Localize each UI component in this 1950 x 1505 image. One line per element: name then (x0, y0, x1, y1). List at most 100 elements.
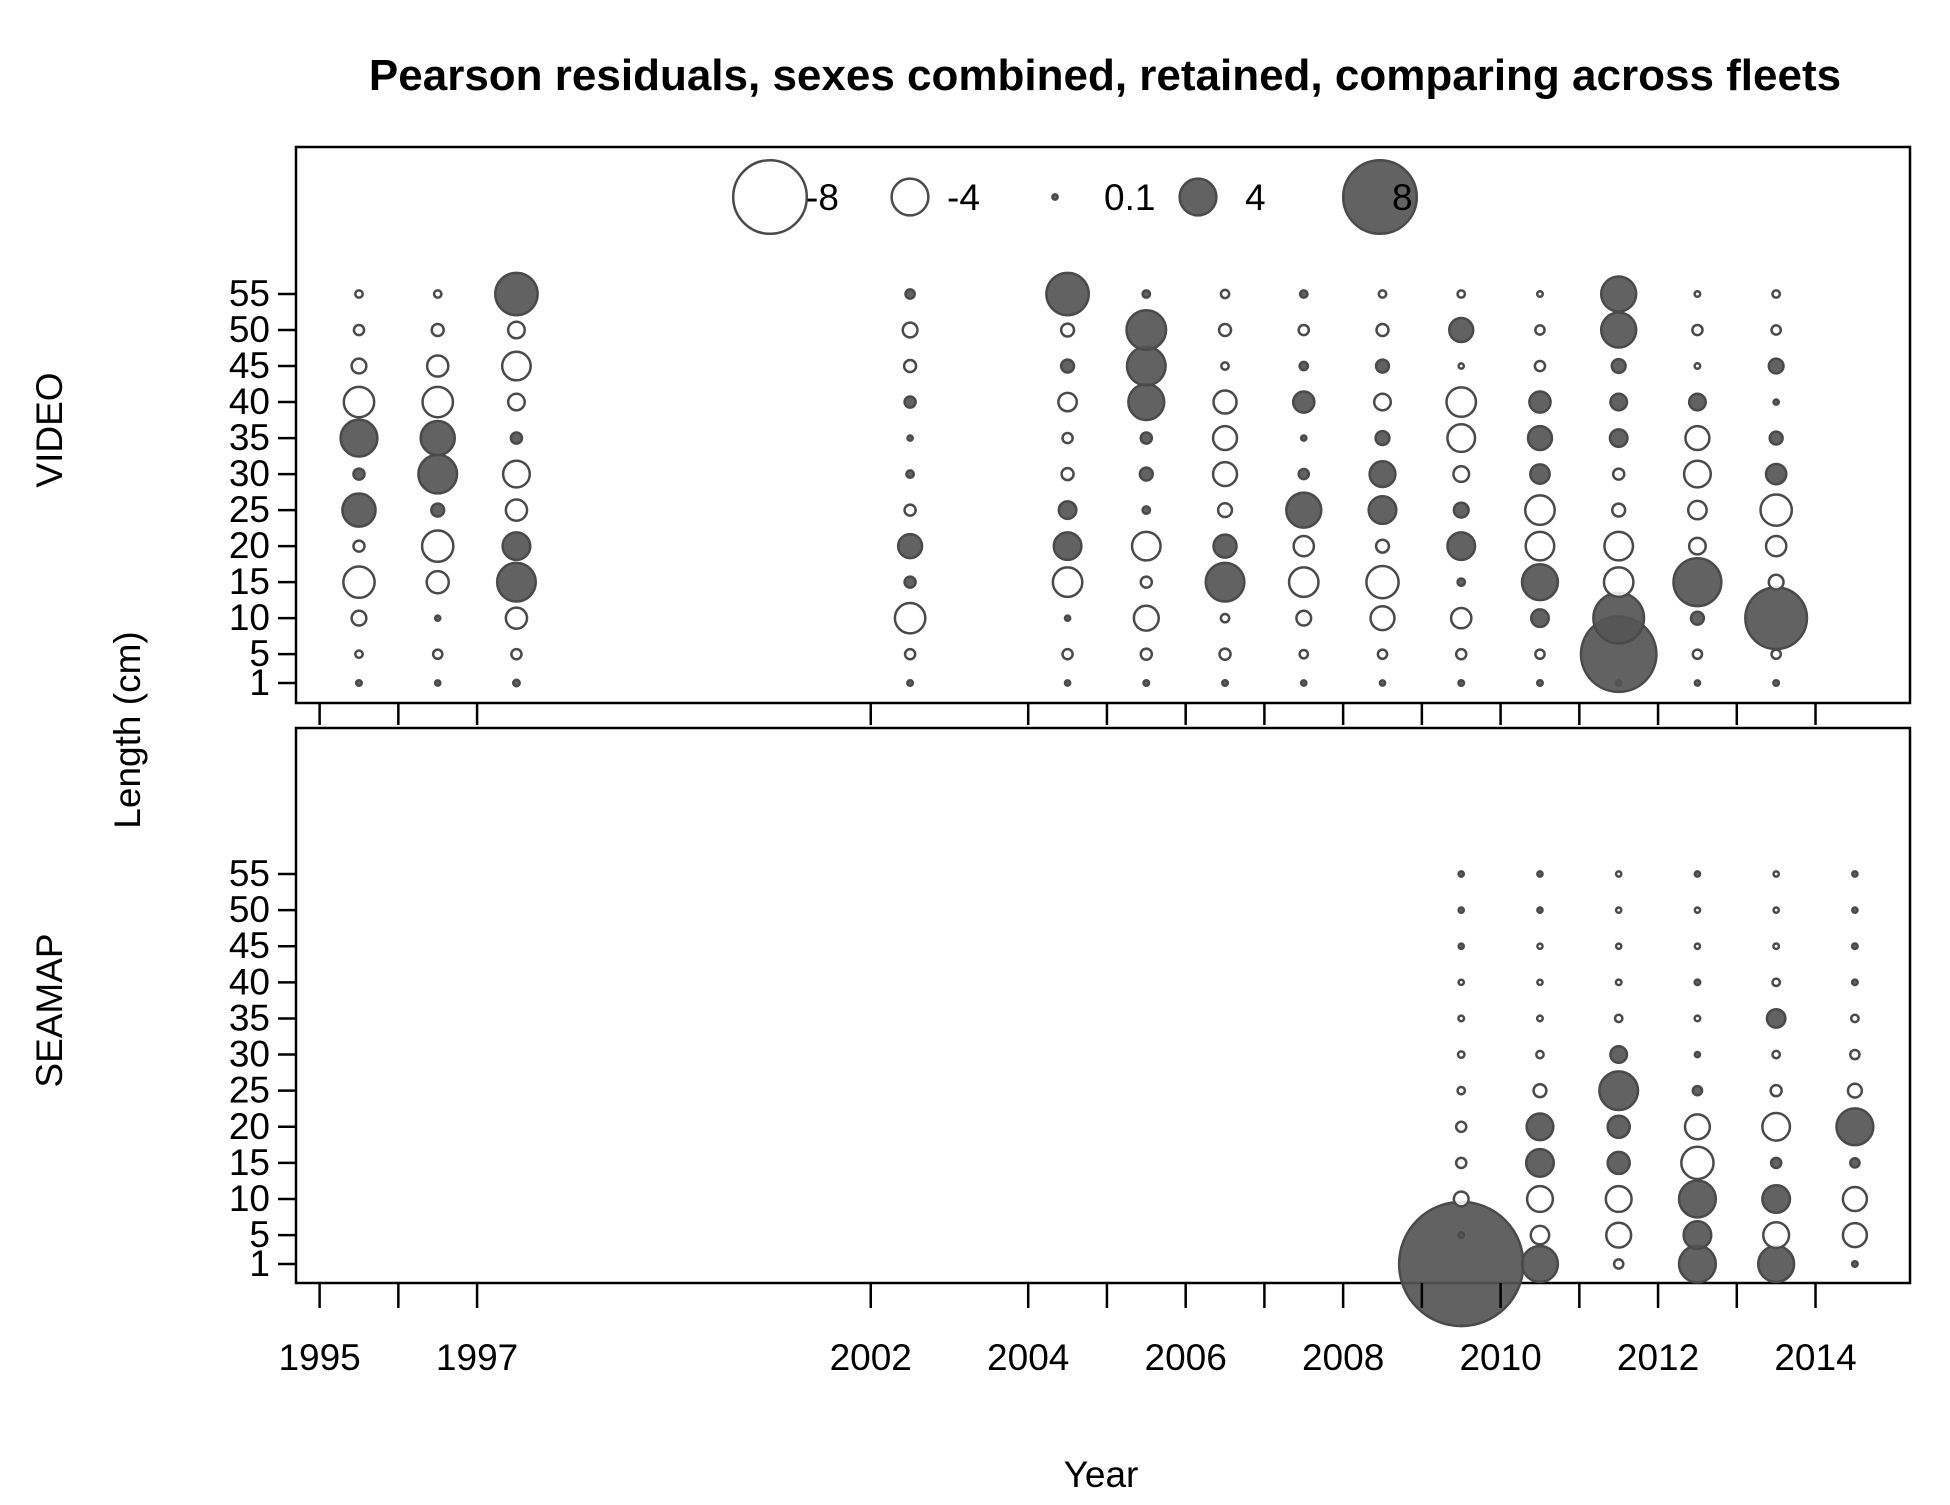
y-tick-label: 15 (229, 561, 270, 602)
bubble-point (1756, 1244, 1796, 1284)
y-tick-label: 25 (229, 489, 270, 530)
y-tick-label: 20 (229, 525, 270, 566)
bubble-point (1452, 1190, 1470, 1208)
bubble-point (1693, 362, 1702, 371)
bubble-point (1849, 1013, 1860, 1024)
bubble-point (1687, 536, 1707, 556)
bubble-point (1397, 1200, 1525, 1328)
bubble-point (1132, 604, 1160, 632)
bubble-point (1672, 556, 1723, 608)
bubble-point (1297, 323, 1311, 337)
bubble-point (506, 392, 526, 412)
bubble-point (1297, 467, 1311, 481)
bubble-point (506, 320, 526, 340)
bubble-point (430, 322, 445, 338)
x-axis-label: Year (1064, 1454, 1139, 1495)
bubble-point (1693, 870, 1702, 878)
bubble-point (903, 575, 917, 589)
bubble-point (1608, 428, 1629, 449)
bubble-series (1397, 870, 1875, 1328)
bubble-point (906, 678, 915, 688)
bubble-point (1768, 430, 1784, 446)
bubble-point (1683, 1113, 1712, 1141)
bubble-point (1372, 392, 1393, 412)
bubble-point (1457, 1014, 1466, 1023)
bubble-point (1677, 1244, 1718, 1284)
bubble-point (1212, 389, 1238, 415)
bubble-point (1063, 614, 1072, 623)
bubble-point (906, 434, 914, 442)
bubble-point (1536, 906, 1544, 914)
bubble-point (1216, 501, 1234, 519)
bubble-point (1602, 566, 1635, 599)
bubble-point (1841, 1221, 1869, 1249)
bubble-point (504, 606, 529, 630)
bubble-point (1448, 316, 1475, 344)
bubble-point (354, 678, 363, 688)
bubble-point (1693, 289, 1702, 299)
bubble-point (1211, 460, 1239, 488)
bubble-point (1770, 324, 1783, 336)
bubble-point (1771, 289, 1782, 299)
bubble-point (1682, 459, 1713, 489)
legend-item: 4 (1178, 177, 1266, 218)
bubble-point (1219, 288, 1231, 300)
bubble-point (501, 459, 532, 489)
bubble-point (1141, 505, 1152, 516)
bubble-point (903, 503, 917, 517)
bubble-point (1377, 289, 1388, 299)
bubble-point (1052, 531, 1083, 562)
bubble-point (1125, 345, 1167, 387)
bubble-point (1767, 357, 1785, 375)
y-tick-label: 10 (229, 1178, 270, 1219)
bubble-point (1060, 466, 1075, 482)
y-tick-label: 5 (249, 1214, 270, 1255)
y-tick-label: 15 (229, 1142, 270, 1183)
bubble-point (1849, 1048, 1861, 1061)
bubble-point (339, 418, 379, 458)
bubble-point (1535, 1049, 1545, 1060)
legend-item: -8 (731, 158, 839, 236)
bubble-point (1693, 978, 1702, 987)
bubble-point (896, 532, 924, 560)
bubble-point (1139, 647, 1154, 661)
bubble-point (1528, 390, 1552, 414)
bubble-point (1341, 158, 1419, 236)
chart-title: Pearson residuals, sexes combined, retai… (369, 51, 1841, 100)
bubble-point (1529, 608, 1550, 629)
bubble-point (1298, 648, 1310, 660)
bubble-point (1604, 1184, 1633, 1214)
legend-item: 8 (1341, 158, 1419, 236)
bubble-point (1680, 1145, 1715, 1181)
bubble-point (1762, 1220, 1791, 1250)
bubble-point (1689, 610, 1706, 626)
bubble-point (1535, 289, 1544, 299)
bubble-point (1059, 322, 1076, 338)
bubble-point (1139, 431, 1154, 445)
bubble-point (904, 288, 916, 300)
bubble-point (1772, 678, 1781, 688)
bubble-point (1454, 647, 1468, 661)
bubble-point (1457, 678, 1466, 688)
bubble-point (1298, 360, 1310, 372)
bubble-series (339, 271, 1809, 694)
bubble-point (1841, 1185, 1869, 1213)
bubble-point (1614, 942, 1623, 951)
bubble-point (1534, 324, 1546, 336)
y-tick-label: 1 (249, 662, 270, 703)
x-tick-label: 2014 (1774, 1337, 1856, 1378)
y-tick-label: 25 (229, 1070, 270, 1111)
bubble-point (1454, 1120, 1468, 1134)
bubble-point (1520, 562, 1560, 602)
bubble-point (417, 453, 459, 495)
x-tick-label: 2006 (1145, 1337, 1227, 1378)
bubble-point (421, 385, 455, 419)
bubble-point (1835, 1107, 1875, 1147)
bubble-point (1369, 604, 1396, 632)
bubble-point (1368, 459, 1397, 489)
panel-frame (294, 726, 1912, 1285)
bubble-point (1850, 1259, 1859, 1269)
bubble-point (1599, 275, 1638, 313)
bubble-point (1523, 494, 1556, 527)
